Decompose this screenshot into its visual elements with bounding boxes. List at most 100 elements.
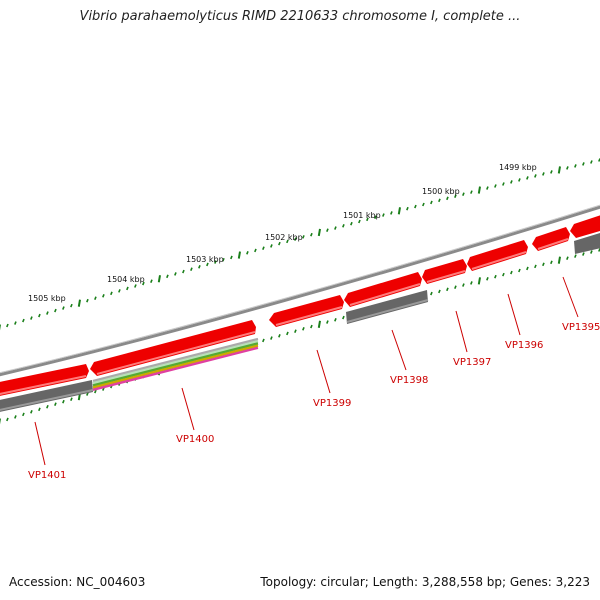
minor-tick bbox=[6, 323, 9, 328]
minor-tick bbox=[118, 289, 121, 293]
minor-tick bbox=[166, 274, 169, 279]
minor-tick bbox=[358, 219, 361, 224]
minor-tick bbox=[70, 303, 73, 308]
kbp-label: 1503 kbp bbox=[186, 255, 224, 264]
minor-tick bbox=[46, 311, 49, 315]
minor-tick bbox=[582, 162, 585, 166]
minor-tick bbox=[574, 164, 577, 168]
minor-tick bbox=[542, 262, 545, 267]
major-tick bbox=[317, 228, 321, 237]
minor-tick bbox=[278, 241, 281, 246]
kbp-label: 1499 kbp bbox=[499, 163, 537, 172]
kbp-label: 1505 kbp bbox=[28, 294, 66, 303]
minor-tick bbox=[174, 272, 177, 276]
minor-tick bbox=[486, 276, 489, 281]
minor-tick bbox=[86, 298, 89, 303]
major-tick bbox=[317, 320, 321, 328]
minor-tick bbox=[222, 257, 225, 262]
minor-tick bbox=[286, 239, 289, 244]
minor-tick bbox=[534, 264, 537, 269]
minor-tick bbox=[406, 206, 409, 211]
minor-tick bbox=[270, 336, 273, 340]
minor-tick bbox=[566, 166, 569, 170]
minor-tick bbox=[574, 254, 577, 258]
forward-genes bbox=[0, 212, 600, 398]
kbp-label: 1500 kbp bbox=[422, 187, 460, 196]
kbp-label: 1501 kbp bbox=[343, 211, 381, 220]
minor-tick bbox=[566, 256, 569, 260]
minor-tick bbox=[526, 176, 529, 180]
minor-tick bbox=[366, 217, 369, 222]
minor-tick bbox=[214, 260, 217, 264]
minor-tick bbox=[126, 286, 129, 291]
domain-stripes bbox=[92, 337, 259, 391]
minor-tick bbox=[446, 196, 449, 201]
minor-tick bbox=[422, 202, 425, 207]
hit-block-right bbox=[574, 233, 600, 254]
minor-tick bbox=[230, 255, 233, 260]
minor-tick bbox=[510, 270, 513, 275]
minor-tick bbox=[382, 213, 385, 217]
minor-tick bbox=[198, 265, 201, 269]
gene-vp1401[interactable] bbox=[0, 364, 89, 398]
minor-tick bbox=[294, 329, 297, 333]
minor-tick bbox=[62, 399, 65, 404]
minor-tick bbox=[110, 291, 113, 296]
gene-label-vp1398: VP1398 bbox=[390, 375, 428, 386]
minor-tick bbox=[150, 279, 153, 283]
gene-label-vp1401: VP1401 bbox=[28, 470, 66, 481]
major-tick bbox=[557, 256, 561, 264]
minor-tick bbox=[22, 412, 25, 417]
inner-tick-ruler bbox=[0, 248, 600, 425]
minor-tick bbox=[334, 317, 337, 322]
gene-vp1400[interactable] bbox=[90, 320, 256, 376]
minor-tick bbox=[54, 308, 57, 313]
minor-tick bbox=[246, 250, 249, 255]
minor-tick bbox=[542, 172, 545, 176]
minor-tick bbox=[374, 215, 377, 219]
domain-stripe bbox=[92, 337, 259, 383]
map-title: Vibrio parahaemolyticus RIMD 2210633 chr… bbox=[79, 9, 521, 24]
gene-vp1398[interactable] bbox=[344, 272, 422, 307]
minor-tick bbox=[254, 248, 257, 253]
minor-tick bbox=[302, 327, 305, 331]
minor-tick bbox=[510, 180, 513, 184]
gene-vp1396[interactable] bbox=[467, 240, 528, 271]
minor-tick bbox=[590, 250, 593, 254]
chromosome-backbone bbox=[0, 205, 600, 377]
minor-tick bbox=[38, 407, 41, 412]
minor-tick bbox=[142, 281, 145, 286]
minor-tick bbox=[590, 160, 593, 164]
minor-tick bbox=[278, 333, 281, 338]
gene-vp1395-a[interactable] bbox=[532, 227, 570, 251]
minor-tick bbox=[350, 221, 353, 226]
minor-tick bbox=[342, 224, 345, 228]
minor-tick bbox=[390, 211, 393, 215]
minor-tick bbox=[534, 174, 537, 178]
minor-tick bbox=[70, 397, 73, 401]
minor-tick bbox=[182, 269, 185, 274]
minor-tick bbox=[502, 272, 505, 277]
minor-tick bbox=[334, 226, 337, 230]
minor-tick bbox=[294, 237, 297, 241]
minor-tick bbox=[550, 260, 553, 265]
minor-tick bbox=[54, 402, 57, 407]
outer-tick-ruler bbox=[0, 158, 600, 331]
minor-tick bbox=[342, 315, 345, 320]
label-leaders bbox=[34, 276, 579, 466]
minor-tick bbox=[518, 178, 521, 182]
minor-tick bbox=[14, 415, 17, 419]
gene-label-vp1399: VP1399 bbox=[313, 398, 351, 409]
minor-tick bbox=[462, 283, 465, 287]
gene-vp1397[interactable] bbox=[422, 259, 467, 284]
domain-stripe bbox=[92, 346, 259, 391]
hit-block-vp1398 bbox=[346, 290, 428, 324]
minor-tick bbox=[310, 324, 313, 329]
major-tick bbox=[397, 207, 401, 215]
accession-text: Accession: NC_004603 bbox=[9, 575, 146, 589]
gene-vp1399[interactable] bbox=[269, 295, 344, 327]
minor-tick bbox=[6, 417, 9, 422]
gene-vp1395-b[interactable] bbox=[570, 212, 600, 238]
minor-tick bbox=[270, 244, 273, 248]
